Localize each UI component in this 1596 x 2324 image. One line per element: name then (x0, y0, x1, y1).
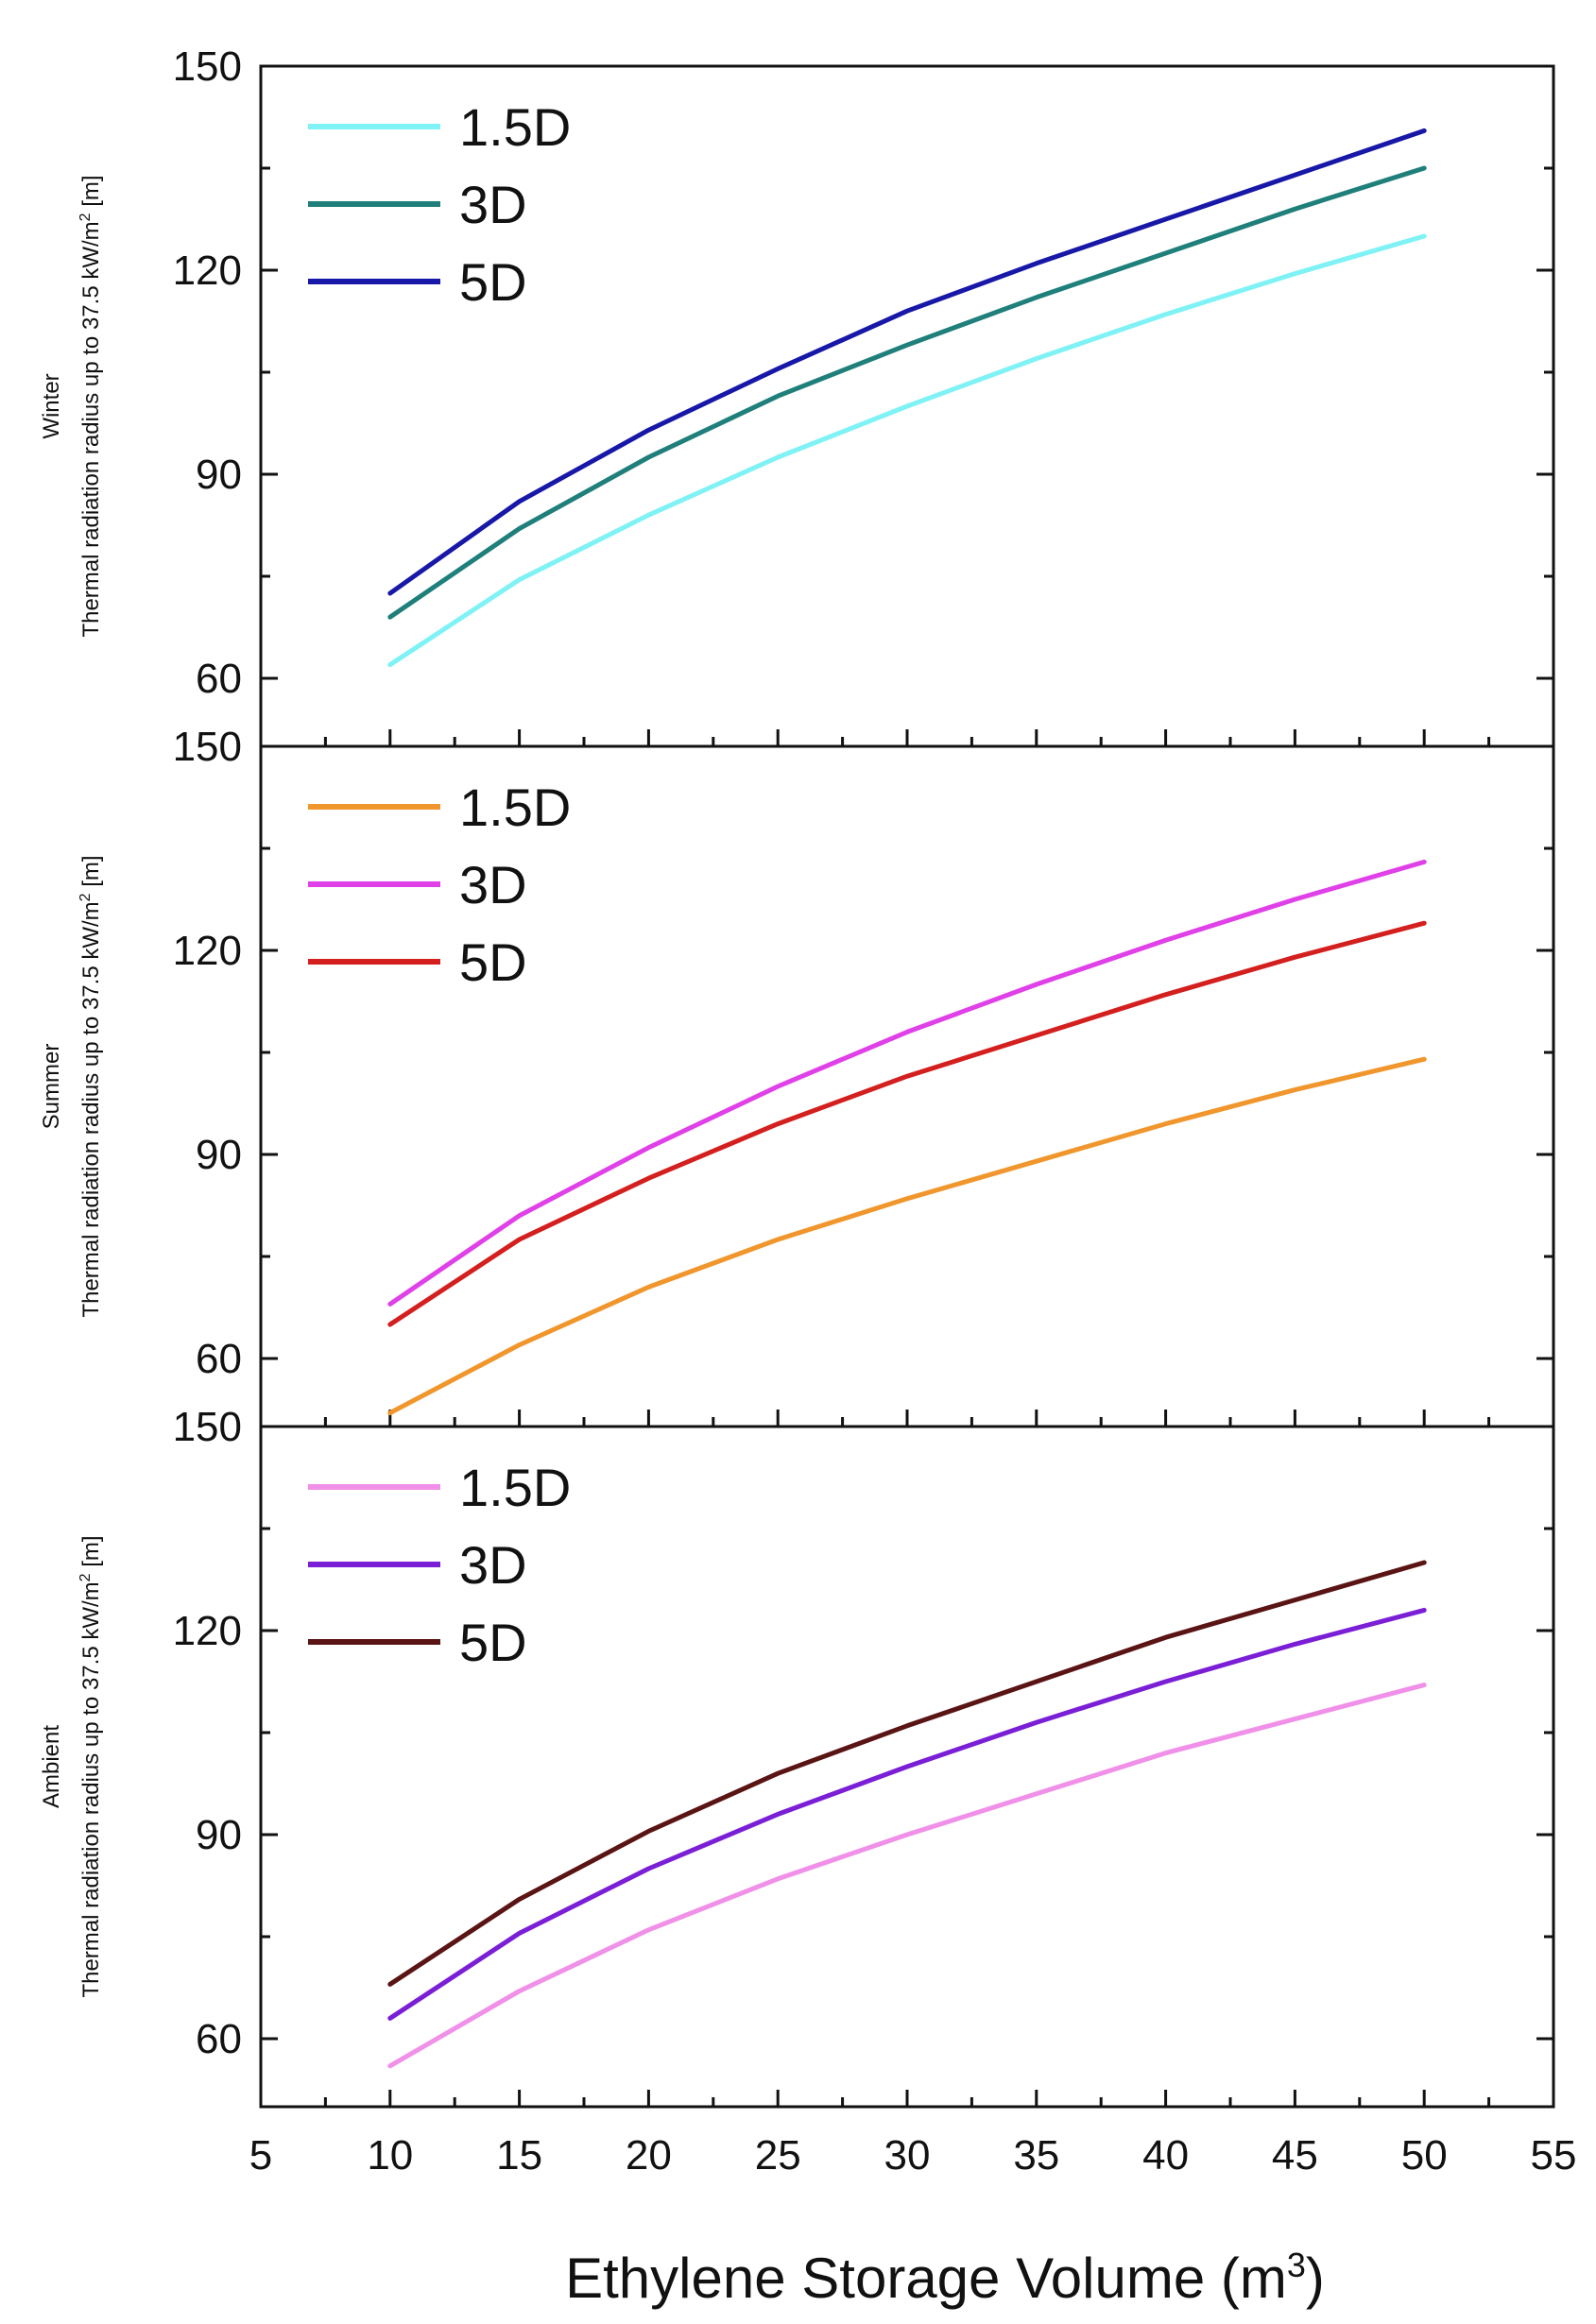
y-axis-title-condition: Summer (39, 1044, 64, 1130)
plot-root: 60 90 120 150 Winter Thermal radiation radius… (39, 43, 1576, 2179)
y-axis-title: Summer Thermal radiation radius up to 37.… (39, 855, 104, 1317)
y-axis-title-quantity-text: Thermal radiation radius up to 37.5 kW/m (78, 901, 104, 1317)
legend-label: 3D (459, 855, 527, 914)
y-tick-label: 60 (196, 2016, 242, 2062)
x-axis-title-superscript: 3 (1287, 2246, 1306, 2284)
y-axis-title-quantity: Thermal radiation radius up to 37.5 kW/m… (77, 1535, 104, 1997)
series-line-ambient-1_5d (387, 1683, 1427, 2069)
y-axis-title-superscript: 2 (77, 213, 94, 221)
y-tick-label: 120 (173, 1608, 242, 1654)
y-axis-title: Ambient Thermal radiation radius up to 37… (39, 1535, 104, 1997)
x-tick-label: 15 (496, 2132, 542, 2179)
x-tick-label: 5 (249, 2132, 272, 2179)
y-tick-label: 150 (173, 1404, 242, 1450)
panel-frame (259, 744, 1555, 1428)
y-axis-title: Winter Thermal radiation radius up to 37.… (39, 175, 104, 637)
x-axis-title: Ethylene Storage Volume (m3) (565, 2246, 1325, 2310)
y-tick-label: 90 (196, 1132, 242, 1178)
y-tick-label: 60 (196, 1336, 242, 1382)
panel-winter: 60 90 120 150 Winter Thermal radiation radius… (39, 43, 1555, 748)
y-axis-title-superscript: 2 (77, 893, 94, 901)
panel-ambient: 60 90 120 150 Ambient Thermal radiation radiu… (39, 1404, 1555, 2109)
x-tick-label: 40 (1142, 2132, 1189, 2179)
legend-label: 5D (459, 932, 527, 992)
legend-label: 3D (459, 1535, 527, 1595)
y-axis-title-unit: [m] (78, 855, 104, 893)
y-axis-title-condition: Ambient (39, 1725, 64, 1808)
legend-label: 1.5D (459, 97, 571, 157)
series-line-summer-1_5d (387, 1056, 1427, 1416)
y-axis-title-condition: Winter (39, 373, 64, 438)
y-axis-title-unit: [m] (78, 175, 104, 213)
y-axis-title-quantity-text: Thermal radiation radius up to 37.5 kW/m (78, 221, 104, 637)
y-axis-title-unit: [m] (78, 1535, 104, 1573)
series-line-summer-5d (387, 920, 1427, 1327)
x-tick-label: 25 (755, 2132, 801, 2179)
y-axis-title-quantity: Thermal radiation radius up to 37.5 kW/m… (77, 175, 104, 637)
y-axis-title-quantity-text: Thermal radiation radius up to 37.5 kW/m (78, 1581, 104, 1997)
y-tick-label: 90 (196, 452, 242, 498)
x-tick-label: 35 (1013, 2132, 1059, 2179)
series-line-ambient-3d (387, 1607, 1427, 2021)
legend-label: 1.5D (459, 778, 571, 837)
series-line-winter-5d (387, 128, 1427, 596)
x-axis-title-text: Ethylene Storage Volume (m (565, 2247, 1287, 2310)
series-line-winter-3d (387, 165, 1427, 620)
y-tick-label: 120 (173, 928, 242, 974)
series-line-summer-3d (387, 859, 1427, 1307)
y-tick-label: 60 (196, 656, 242, 702)
series-line-winter-1_5d (387, 233, 1427, 668)
legend-label: 3D (459, 175, 527, 234)
y-tick-label: 150 (173, 724, 242, 770)
y-tick-label: 90 (196, 1812, 242, 1858)
x-axis-title-close: ) (1306, 2247, 1325, 2310)
x-tick-label: 20 (626, 2132, 672, 2179)
y-axis-title-quantity: Thermal radiation radius up to 37.5 kW/m… (77, 855, 104, 1317)
x-tick-label: 55 (1531, 2132, 1577, 2179)
panel-summer: 60 90 120 150 Summer Thermal radiation radius… (39, 724, 1555, 1428)
y-tick-label: 150 (173, 43, 242, 90)
legend-label: 5D (459, 1613, 527, 1672)
x-tick-label: 10 (367, 2132, 413, 2179)
legend-label: 5D (459, 252, 527, 312)
x-tick-label: 50 (1401, 2132, 1448, 2179)
x-tick-label: 30 (884, 2132, 931, 2179)
y-tick-label: 120 (173, 248, 242, 294)
y-axis-title-superscript: 2 (77, 1573, 94, 1581)
legend-label: 1.5D (459, 1458, 571, 1517)
series-line-ambient-5d (387, 1560, 1427, 1987)
x-tick-label: 45 (1272, 2132, 1318, 2179)
